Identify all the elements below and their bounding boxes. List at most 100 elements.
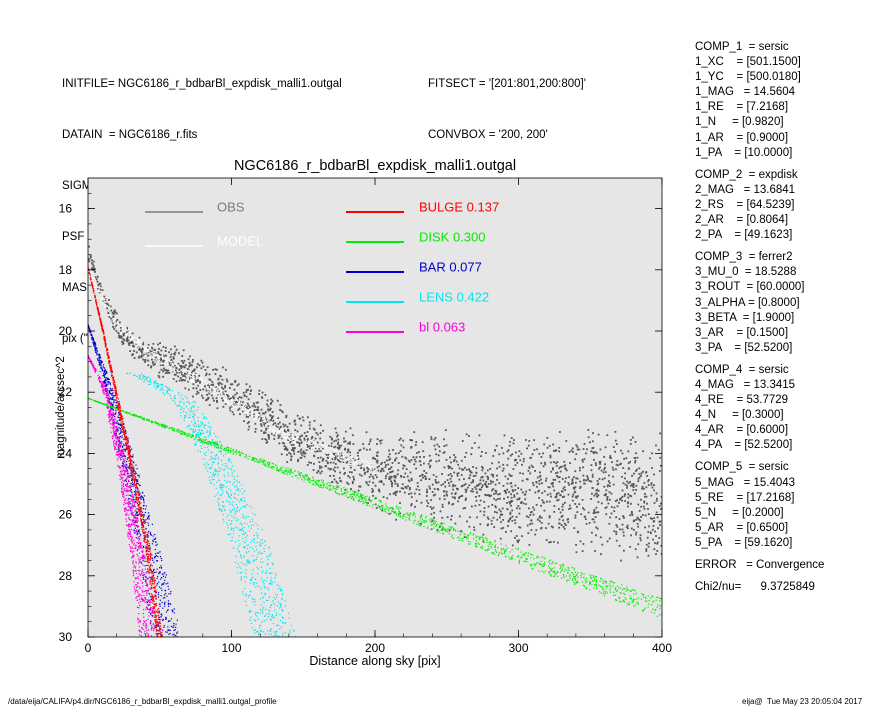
obs-point <box>402 467 404 470</box>
bar-point <box>161 573 163 575</box>
bl-point <box>145 580 147 582</box>
header-line: pix (") = 0.3960 <box>62 333 144 345</box>
lens-point <box>183 420 185 422</box>
obs-point <box>622 515 624 518</box>
obs-point <box>319 472 322 475</box>
bl-point <box>135 546 137 548</box>
bar-point <box>143 526 145 528</box>
obs-point <box>643 507 646 510</box>
bl-point <box>99 380 101 383</box>
lens-point <box>267 559 269 561</box>
obs-point <box>503 434 506 437</box>
obs-point <box>299 435 301 438</box>
lens-point <box>270 633 273 635</box>
obs-point <box>450 475 453 478</box>
obs-point <box>297 460 299 463</box>
obs-point <box>382 470 385 472</box>
lens-point <box>205 424 207 426</box>
lens-point <box>156 382 158 385</box>
obs-point <box>602 471 605 474</box>
bar-point <box>120 424 123 427</box>
lens-point <box>267 616 270 618</box>
bl-point <box>112 416 114 418</box>
obs-point <box>634 459 637 462</box>
bar-point <box>154 591 156 593</box>
obs-point <box>345 456 348 459</box>
obs-point <box>333 440 336 443</box>
obs-point <box>431 519 434 522</box>
bl-point <box>106 392 108 394</box>
bl-point <box>143 557 145 559</box>
lens-point <box>215 469 217 471</box>
bl-point <box>124 466 127 468</box>
bar-point <box>129 509 131 512</box>
bar-point <box>124 449 126 451</box>
lens-point <box>222 514 224 516</box>
bl-point <box>108 410 110 412</box>
obs-point <box>646 502 648 505</box>
bl-point <box>123 473 125 475</box>
lens-point <box>255 549 258 551</box>
lens-point <box>191 406 194 408</box>
lens-point <box>192 413 194 415</box>
parameter-line: 1_YC = [500.0180] <box>695 71 801 84</box>
obs-point <box>209 379 212 381</box>
bar-point <box>111 407 113 409</box>
obs-point <box>350 487 352 490</box>
obs-point <box>416 452 418 454</box>
bar-point <box>134 478 137 480</box>
bl-point <box>127 504 130 506</box>
obs-point <box>593 508 596 511</box>
bl-point <box>125 494 127 497</box>
bl-point <box>133 517 135 519</box>
obs-point <box>437 481 440 484</box>
bl-point <box>138 593 140 595</box>
lens-point <box>212 461 214 463</box>
bar-point <box>100 367 102 369</box>
obs-point <box>636 456 639 459</box>
bl-point <box>103 392 106 394</box>
bar-point <box>138 530 140 532</box>
bl-point <box>112 430 114 432</box>
lens-point <box>220 450 222 453</box>
bar-point <box>156 568 158 570</box>
bar-point <box>175 634 177 637</box>
obs-point <box>506 450 509 453</box>
bar-point <box>104 371 106 373</box>
obs-point <box>481 475 484 478</box>
obs-point <box>502 452 505 455</box>
obs-point <box>556 499 559 502</box>
bl-point <box>139 620 142 623</box>
lens-point <box>260 543 262 545</box>
obs-point <box>433 511 436 514</box>
obs-point <box>224 384 227 387</box>
lens-point <box>273 596 275 598</box>
obs-point <box>404 486 407 488</box>
obs-point <box>158 371 161 374</box>
obs-point <box>443 451 446 454</box>
obs-point <box>585 479 588 482</box>
obs-point <box>521 535 523 538</box>
bar-point <box>137 549 139 551</box>
bl-point <box>94 368 97 370</box>
obs-point <box>195 393 198 395</box>
bl-point <box>108 410 110 412</box>
obs-point <box>174 370 177 373</box>
bl-point <box>115 441 118 443</box>
bl-point <box>95 369 97 371</box>
obs-point <box>655 497 658 500</box>
lens-point <box>267 555 269 558</box>
obs-point <box>627 468 630 470</box>
bl-point <box>109 403 111 405</box>
bl-point <box>101 386 103 388</box>
obs-point <box>334 455 336 458</box>
lens-point <box>215 447 217 449</box>
bl-point <box>138 625 141 627</box>
obs-point <box>358 485 361 488</box>
obs-point <box>165 369 168 371</box>
bar-point <box>136 512 138 514</box>
obs-point <box>179 377 182 379</box>
bar-point <box>119 424 121 427</box>
obs-point <box>352 443 355 445</box>
obs-point <box>654 530 656 533</box>
